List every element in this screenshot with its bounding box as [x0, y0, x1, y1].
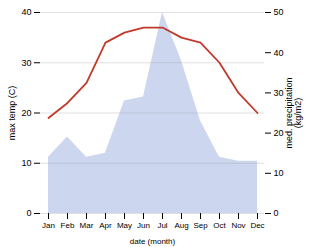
svg-text:0: 0 — [274, 208, 279, 218]
svg-text:Oct: Oct — [213, 221, 226, 230]
svg-text:Mar: Mar — [80, 221, 94, 230]
svg-text:30: 30 — [21, 58, 31, 68]
svg-text:20: 20 — [274, 128, 284, 138]
svg-text:Aug: Aug — [174, 221, 188, 230]
svg-text:50: 50 — [274, 7, 284, 17]
svg-text:Jun: Jun — [137, 221, 150, 230]
svg-text:Nov: Nov — [231, 221, 245, 230]
svg-text:Jul: Jul — [157, 221, 167, 230]
svg-text:Dec: Dec — [250, 221, 264, 230]
svg-text:30: 30 — [274, 88, 284, 98]
svg-text:med. precipitation(kg/m2): med. precipitation(kg/m2) — [284, 77, 303, 148]
svg-text:40: 40 — [274, 48, 284, 58]
svg-text:Apr: Apr — [99, 221, 112, 230]
svg-text:max temp (C): max temp (C) — [7, 86, 17, 141]
svg-text:10: 10 — [21, 158, 31, 168]
svg-text:Feb: Feb — [61, 221, 75, 230]
svg-text:10: 10 — [274, 168, 284, 178]
svg-text:date (month): date (month) — [130, 237, 176, 246]
svg-text:20: 20 — [21, 108, 31, 118]
svg-text:0: 0 — [26, 208, 31, 218]
svg-text:Jan: Jan — [42, 221, 55, 230]
svg-text:40: 40 — [21, 7, 31, 17]
svg-text:May: May — [117, 221, 132, 230]
svg-text:Sep: Sep — [193, 221, 208, 230]
